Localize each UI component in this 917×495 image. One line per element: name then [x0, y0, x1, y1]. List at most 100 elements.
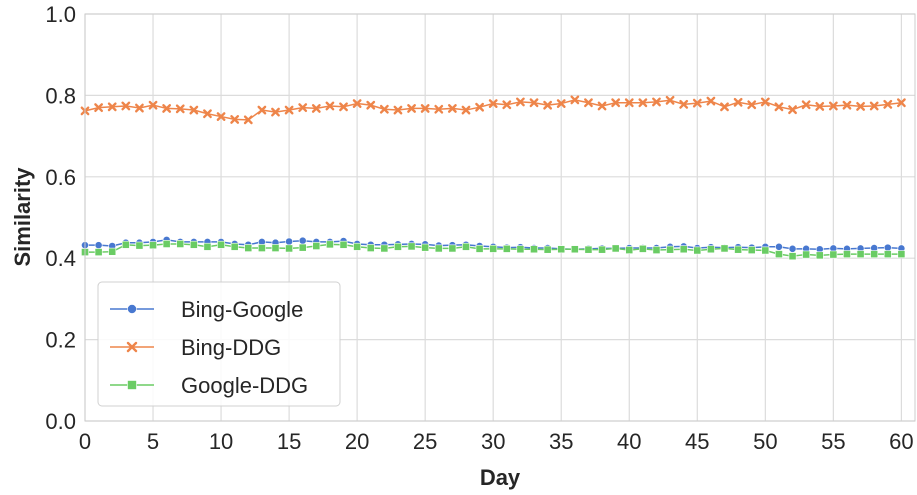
x-tick-label: 15: [277, 429, 301, 454]
data-point: [638, 244, 647, 253]
series-layer: [80, 95, 906, 261]
data-point: [883, 250, 892, 259]
data-point: [693, 246, 702, 255]
y-tick-label: 0.4: [45, 246, 76, 271]
data-point: [94, 241, 103, 250]
data-point: [121, 240, 130, 249]
data-point: [720, 102, 729, 112]
legend-item: Bing-Google: [110, 297, 303, 322]
data-point: [108, 247, 117, 256]
data-point: [285, 237, 293, 246]
y-tick-labels: 0.0 0.2 0.4 0.6 0.8 1.0: [45, 2, 76, 434]
x-tick-label: 25: [413, 429, 437, 454]
legend-label: Bing-Google: [181, 297, 303, 322]
data-point: [815, 101, 825, 111]
data-point: [271, 107, 280, 117]
y-tick-label: 0.6: [45, 165, 76, 190]
data-point: [896, 98, 906, 108]
data-point: [747, 100, 757, 110]
data-point: [775, 242, 783, 251]
data-point: [665, 95, 675, 105]
data-point: [189, 105, 199, 115]
data-point: [407, 242, 416, 251]
data-point: [216, 112, 226, 121]
data-point: [815, 251, 824, 260]
data-point: [734, 245, 743, 254]
data-point: [285, 244, 293, 253]
data-point: [352, 99, 362, 108]
x-tick-label: 10: [209, 429, 233, 454]
series-google-ddg: [81, 240, 906, 261]
data-point: [883, 243, 892, 252]
x-axis-title: Day: [480, 465, 521, 490]
data-point: [692, 98, 702, 108]
x-tick-label: 5: [147, 429, 159, 454]
data-point: [557, 245, 566, 254]
data-point: [257, 244, 266, 252]
data-point: [475, 244, 484, 253]
data-point: [434, 104, 444, 114]
data-point: [842, 100, 852, 110]
data-point: [760, 97, 770, 107]
data-point: [311, 104, 321, 113]
data-point: [516, 97, 525, 107]
data-point: [379, 104, 389, 114]
data-point: [883, 99, 893, 109]
data-point: [298, 103, 308, 113]
x-tick-label: 20: [345, 429, 369, 454]
data-point: [162, 240, 171, 248]
data-point: [135, 103, 144, 113]
data-point: [652, 246, 661, 254]
data-point: [843, 250, 851, 259]
data-point: [543, 245, 552, 254]
legend-item: Bing-DDG: [110, 335, 281, 360]
data-point: [230, 115, 240, 124]
data-point: [774, 102, 784, 112]
data-point: [94, 103, 104, 113]
data-point: [584, 98, 593, 108]
data-point: [543, 100, 553, 110]
data-point: [747, 246, 756, 254]
legend-item: Google-DDG: [110, 373, 308, 398]
data-point: [788, 252, 797, 261]
data-point: [679, 99, 689, 109]
data-point: [298, 243, 307, 252]
data-point: [802, 250, 811, 259]
x-tick-label: 0: [79, 429, 91, 454]
data-point: [829, 250, 838, 259]
data-point: [638, 98, 648, 108]
data-point: [189, 240, 198, 249]
data-point: [530, 245, 538, 254]
data-point: [679, 245, 688, 254]
data-point: [326, 240, 334, 249]
x-tick-label: 35: [549, 429, 573, 454]
data-point: [312, 242, 321, 250]
data-point: [706, 96, 716, 106]
data-point: [529, 98, 539, 108]
data-point: [856, 250, 865, 259]
data-point: [788, 244, 797, 253]
series-bing-ddg: [80, 95, 906, 125]
data-point: [298, 236, 307, 245]
data-point: [733, 97, 743, 107]
data-point: [502, 100, 512, 110]
data-point: [652, 97, 661, 107]
data-point: [597, 101, 607, 111]
data-point: [121, 101, 131, 111]
data-point: [366, 244, 375, 252]
data-point: [353, 242, 362, 251]
data-point: [203, 109, 212, 119]
data-point: [107, 102, 117, 112]
legend-marker: [127, 380, 137, 390]
x-tick-label: 55: [821, 429, 845, 454]
data-point: [271, 244, 280, 252]
data-point: [775, 250, 783, 259]
legend-marker: [126, 341, 138, 353]
x-tick-label: 30: [481, 429, 505, 454]
data-point: [489, 244, 498, 253]
data-point: [598, 245, 606, 254]
data-point: [801, 100, 811, 110]
data-point: [339, 240, 348, 249]
legend: Bing-Google Bing-DDG Google-DDG: [97, 281, 341, 407]
